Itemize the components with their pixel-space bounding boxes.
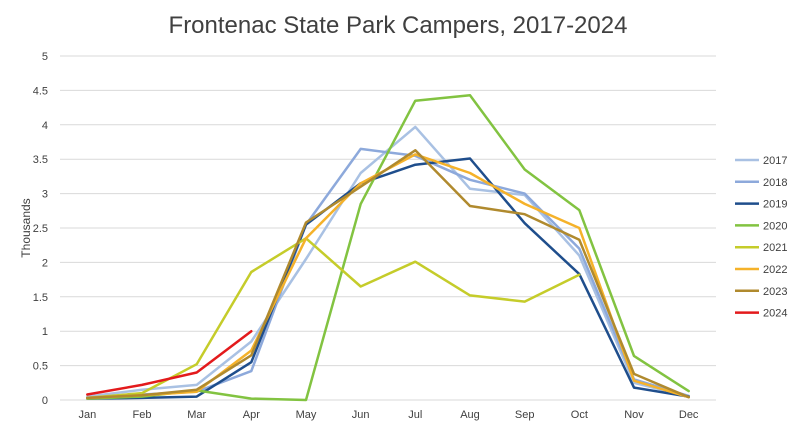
legend-label-2019: 2019 bbox=[763, 199, 787, 211]
y-tick-label: 2.5 bbox=[33, 223, 48, 235]
y-axis-label: Thousands bbox=[19, 198, 33, 257]
y-tick-labels: 0 0.5 1 1.5 2 2.5 3 3.5 4 4.5 5 bbox=[33, 51, 48, 407]
chart-title: Frontenac State Park Campers, 2017-2024 bbox=[169, 12, 628, 39]
y-tick-label: 1 bbox=[42, 326, 48, 338]
legend-label-2021: 2021 bbox=[763, 242, 787, 254]
series-line-2019 bbox=[86, 157, 690, 400]
y-tick-label: 4 bbox=[42, 120, 48, 132]
y-tick-label: 1.5 bbox=[33, 292, 48, 304]
x-tick-label: Oct bbox=[571, 409, 588, 421]
x-tick-label: Jun bbox=[352, 409, 370, 421]
legend-label-2020: 2020 bbox=[763, 220, 787, 232]
x-tick-label: Jan bbox=[78, 409, 96, 421]
y-tick-label: 3 bbox=[42, 189, 48, 201]
y-tick-label: 2 bbox=[42, 257, 48, 269]
legend-label-2022: 2022 bbox=[763, 264, 787, 276]
legend-label-2024: 2024 bbox=[763, 308, 787, 320]
legend: 2017 2018 2019 2020 2021 2022 2023 2024 bbox=[735, 155, 787, 320]
series-line-2023 bbox=[86, 149, 690, 400]
x-tick-label: Nov bbox=[624, 409, 644, 421]
series-lines bbox=[86, 93, 690, 402]
y-tick-label: 0 bbox=[42, 395, 48, 407]
x-tick-label: Dec bbox=[679, 409, 699, 421]
x-tick-label: Mar bbox=[187, 409, 206, 421]
legend-label-2023: 2023 bbox=[763, 286, 787, 298]
y-tick-label: 4.5 bbox=[33, 85, 48, 97]
gridlines bbox=[60, 55, 716, 401]
y-tick-label: 3.5 bbox=[33, 154, 48, 166]
x-tick-label: Feb bbox=[133, 409, 152, 421]
x-tick-label: Aug bbox=[460, 409, 480, 421]
legend-label-2018: 2018 bbox=[763, 177, 787, 189]
x-tick-label: Sep bbox=[515, 409, 535, 421]
x-tick-label: May bbox=[296, 409, 317, 421]
legend-label-2017: 2017 bbox=[763, 155, 787, 167]
series-line-2024 bbox=[86, 329, 253, 396]
x-tick-label: Jul bbox=[408, 409, 422, 421]
x-tick-labels: Jan Feb Mar Apr May Jun Jul Aug Sep Oct Nov Dec bbox=[78, 409, 698, 421]
x-tick-label: Apr bbox=[243, 409, 260, 421]
y-tick-label: 5 bbox=[42, 51, 48, 63]
y-tick-label: 0.5 bbox=[33, 361, 48, 373]
